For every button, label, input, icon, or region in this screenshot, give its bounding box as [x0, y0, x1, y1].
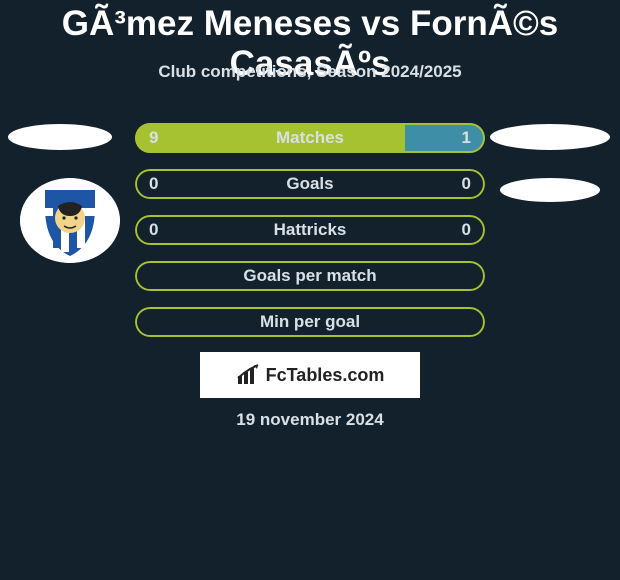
bars-icon: [236, 364, 262, 386]
stat-row-min-per-goal: Min per goal: [135, 307, 485, 337]
brand-box: FcTables.com: [200, 352, 420, 398]
player-right-b-placeholder: [500, 178, 600, 202]
club-shield-icon: [20, 178, 120, 263]
bar-label: Matches: [135, 128, 485, 148]
bar-value-right: 0: [462, 174, 471, 194]
brand-text: FcTables.com: [266, 365, 385, 386]
bar-value-right: 1: [462, 128, 471, 148]
player-left-placeholder: [8, 124, 112, 150]
player-right-a-placeholder: [490, 124, 610, 150]
stat-row-goals-per-match: Goals per match: [135, 261, 485, 291]
comparison-canvas: GÃ³mez Meneses vs FornÃ©s CasasÃºs Club …: [0, 0, 620, 580]
club-badge-left: [20, 178, 120, 263]
bar-label: Hattricks: [135, 220, 485, 240]
bar-label: Min per goal: [135, 312, 485, 332]
bar-label: Goals: [135, 174, 485, 194]
stat-row-matches: Matches9 1: [135, 123, 485, 153]
bar-value-left: 9: [149, 128, 158, 148]
subtitle: Club competitions, Season 2024/2025: [0, 62, 620, 82]
stat-row-hattricks: Hattricks0 0: [135, 215, 485, 245]
stat-row-goals: Goals0 0: [135, 169, 485, 199]
bar-value-left: 0: [149, 220, 158, 240]
date-line: 19 november 2024: [0, 410, 620, 430]
bar-value-right: 0: [462, 220, 471, 240]
bar-label: Goals per match: [135, 266, 485, 286]
bar-value-left: 0: [149, 174, 158, 194]
